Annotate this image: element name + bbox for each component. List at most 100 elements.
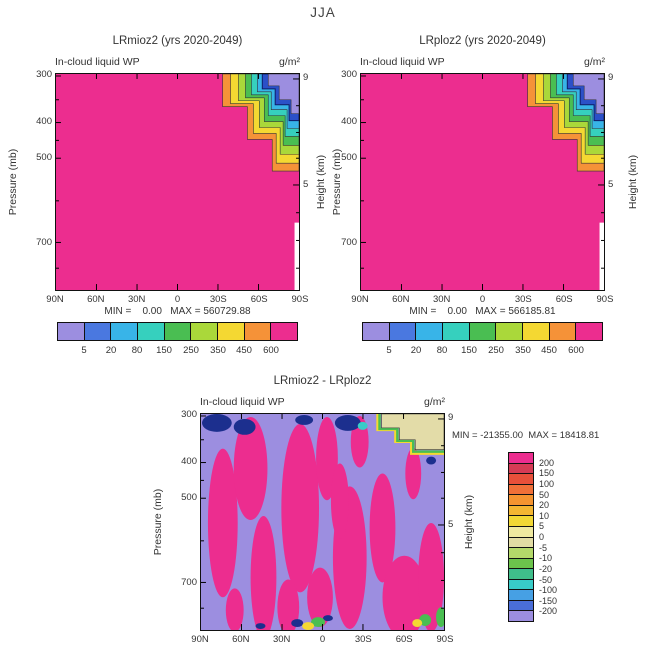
colorbar-tick-label: 600	[263, 345, 279, 356]
panel2-minmax-text: MIN = 0.00 MAX = 566185.81	[409, 306, 556, 317]
colorbar-cell	[509, 569, 533, 580]
low-value-corner-bands	[222, 74, 299, 172]
pressure-axis-label: Pressure (mb)	[331, 148, 343, 216]
lat-tick: 90S	[291, 294, 309, 305]
colorbar-tick-label: 80	[131, 345, 143, 356]
colorbar-tick-label: 150	[461, 345, 477, 356]
panel1-colorbar-labels: 5 20 80 150 250 350 450 600	[57, 345, 298, 357]
lat-tick: 60N	[392, 294, 410, 305]
colorbar-cell	[218, 323, 245, 340]
strong-negative-blobs	[201, 414, 437, 630]
colorbar-tick-label: 450	[541, 345, 557, 356]
panel2-lat-axis: 90N 60N 30N 0 30S 60S 90S	[345, 294, 620, 305]
pressure-tick: 300	[36, 69, 52, 80]
colorbar-cell	[496, 323, 524, 340]
lat-tick: 30S	[354, 634, 372, 645]
lat-tick: 0	[174, 294, 181, 305]
pressure-tick: 400	[36, 116, 52, 127]
colorbar-tick-label: 600	[568, 345, 584, 356]
colorbar-tick-label: 0	[539, 532, 545, 542]
pressure-axis-label: Pressure (mb)	[7, 148, 19, 216]
near-zero-band-yellow	[376, 414, 444, 455]
height-axis-label: Height (km)	[315, 154, 327, 210]
height-tick: 5	[303, 179, 309, 190]
colorbar-cell	[509, 558, 533, 570]
low-value-corner-bands	[527, 74, 604, 172]
colorbar-cell	[469, 323, 497, 340]
colorbar-cell	[509, 453, 533, 464]
height-axis-label: Height (km)	[463, 494, 475, 550]
lat-tick: 90S	[596, 294, 614, 305]
panel2-field-label: In-cloud liquid WP	[360, 56, 445, 68]
colorbar-cell	[509, 590, 533, 601]
height-tick: 5	[608, 179, 614, 190]
colorbar-cell	[164, 323, 192, 340]
colorbar-cell	[509, 579, 533, 591]
lat-tick: 90N	[351, 294, 369, 305]
colorbar-tick-label: 20	[539, 500, 550, 510]
colorbar-tick-label: 150	[539, 468, 555, 478]
panel1-units-label: g/m²	[279, 56, 300, 68]
colorbar-cell	[389, 323, 417, 340]
colorbar-tick-label: -200	[539, 606, 558, 616]
axis-ticks	[201, 414, 444, 630]
panel2-colorbar	[362, 322, 603, 341]
lat-tick: 30S	[514, 294, 532, 305]
colorbar-tick-label: 50	[539, 490, 550, 500]
near-zero-corner-region	[381, 414, 444, 450]
panel2-colorbar-labels: 5 20 80 150 250 350 450 600	[362, 345, 603, 357]
colorbar-cell	[111, 323, 139, 340]
colorbar-cell	[416, 323, 444, 340]
panel3-units-label: g/m²	[424, 396, 445, 408]
pressure-tick: 700	[36, 237, 52, 248]
colorbar-tick-label: 200	[539, 458, 555, 468]
figure-title: JJA	[310, 5, 336, 20]
panel2-subtitle-row: In-cloud liquid WP g/m²	[360, 56, 605, 68]
colorbar-tick-label: 5	[539, 521, 545, 531]
panel3-minmax-text: MIN = -21355.00 MAX = 18418.81	[452, 430, 600, 441]
colorbar-cell	[363, 323, 390, 340]
pressure-tick: 500	[36, 152, 52, 163]
lat-tick: 0	[479, 294, 486, 305]
pressure-tick: 400	[341, 116, 357, 127]
small-mixed-specks	[302, 421, 444, 630]
missing-data-strip	[294, 222, 299, 290]
colorbar-tick-label: -100	[539, 585, 558, 595]
colorbar-cell	[509, 516, 533, 527]
colorbar-tick-label: 20	[410, 345, 422, 356]
panel1-minmax-text: MIN = 0.00 MAX = 560729.88	[104, 306, 251, 317]
colorbar-cell	[523, 323, 550, 340]
colorbar-cell	[509, 484, 533, 496]
lat-tick: 30N	[432, 294, 451, 305]
panel3-subtitle-row: In-cloud liquid WP g/m²	[200, 396, 445, 408]
colorbar-cell	[58, 323, 85, 340]
lat-tick: 90N	[46, 294, 64, 305]
colorbar-cell	[509, 537, 533, 549]
colorbar-tick-label: 10	[539, 511, 550, 521]
axis-ticks	[361, 74, 604, 290]
lat-tick: 30S	[209, 294, 227, 305]
missing-data-strip	[599, 222, 604, 290]
panel1-colorbar	[57, 322, 298, 341]
colorbar-tick-label: 350	[515, 345, 531, 356]
colorbar-tick-label: -10	[539, 553, 553, 563]
panel1-contour-field-svg	[56, 74, 299, 290]
colorbar-cell	[443, 323, 470, 340]
height-tick: 9	[608, 72, 614, 83]
panel3-lat-axis: 90N 60N 30N 0 30S 60S 90S	[185, 634, 460, 645]
pressure-tick: 700	[341, 237, 357, 248]
colorbar-tick-label: -5	[539, 543, 548, 553]
colorbar-cell	[576, 323, 603, 340]
panel2-plot-area	[360, 73, 605, 291]
panel2-contour-field-svg	[361, 74, 604, 290]
panel2-title: LRploz2 (yrs 2020-2049)	[419, 35, 546, 47]
lat-tick: 60N	[87, 294, 105, 305]
height-tick: 9	[448, 412, 454, 423]
diff-colorbar	[508, 452, 534, 622]
colorbar-cell	[509, 474, 533, 485]
colorbar-tick-label: 450	[236, 345, 252, 356]
lat-tick: 60N	[232, 634, 250, 645]
colorbar-cell	[271, 323, 298, 340]
lat-tick: 30N	[127, 294, 146, 305]
lat-tick: 60S	[555, 294, 573, 305]
